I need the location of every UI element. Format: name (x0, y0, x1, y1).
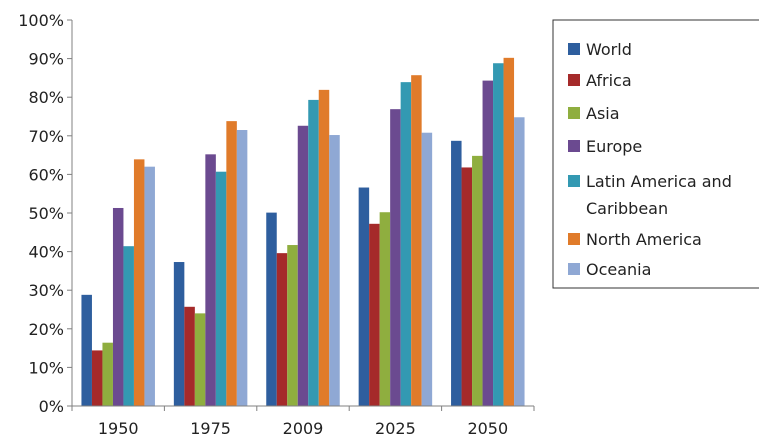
bar-oceania-1950 (144, 166, 155, 406)
legend-label: Caribbean (586, 199, 668, 218)
bar-world-1950 (81, 294, 92, 406)
bar-africa-2009 (276, 253, 288, 406)
bar-asia-2025 (379, 212, 391, 406)
y-tick-label: 50% (28, 204, 64, 223)
y-tick-label: 100% (18, 11, 64, 30)
bar-europe-2050 (482, 80, 494, 407)
bar-europe-2025 (390, 109, 401, 406)
x-tick-label: 2050 (467, 419, 508, 438)
bar-oceania-1975 (236, 130, 248, 406)
x-tick-label: 1950 (98, 419, 139, 438)
bar-latin-america-and-caribbean-2025 (400, 82, 412, 406)
y-tick-label: 90% (28, 50, 64, 69)
bar-africa-1975 (184, 306, 195, 406)
legend-label: World (586, 40, 632, 59)
bar-asia-2050 (472, 155, 483, 406)
bar-north-america-1975 (226, 121, 237, 406)
bar-europe-1975 (205, 154, 216, 406)
bar-north-america-1950 (133, 159, 145, 406)
bars-group (81, 57, 525, 407)
axes-group: 0% 10% 20% 30% 40% 50% 60% 70% 80% 90% 100% 1950 197… (18, 11, 535, 438)
bar-north-america-2050 (503, 57, 515, 406)
bar-africa-2050 (461, 167, 473, 406)
legend-swatch-world (568, 43, 580, 55)
bar-oceania-2009 (329, 135, 340, 406)
bar-latin-america-and-caribbean-2009 (308, 99, 319, 406)
y-tick-label: 20% (28, 320, 64, 339)
bar-north-america-2009 (318, 89, 330, 406)
legend-swatch-north-america (568, 233, 580, 245)
legend-swatch-oceania (568, 263, 580, 275)
bar-world-2009 (266, 212, 277, 406)
legend: World Africa Asia Europe Latin America and Ca… (552, 19, 759, 289)
bar-world-2025 (358, 187, 370, 406)
legend-swatch-africa (568, 74, 580, 86)
legend-swatch-europe (568, 140, 580, 152)
y-tick-label: 10% (28, 358, 64, 377)
y-tick-label: 0% (39, 397, 64, 416)
x-tick-label: 1975 (190, 419, 231, 438)
y-tick-label: 30% (28, 281, 64, 300)
bar-europe-1950 (112, 207, 124, 406)
bar-africa-1950 (91, 350, 103, 406)
bar-world-1975 (173, 262, 185, 406)
legend-label: Oceania (586, 260, 651, 279)
y-tick-label: 40% (28, 243, 64, 262)
bar-latin-america-and-caribbean-2050 (493, 63, 504, 407)
y-tick-label: 60% (28, 165, 64, 184)
bar-world-2050 (451, 140, 462, 406)
y-tick-label: 80% (28, 88, 64, 107)
bar-asia-1950 (102, 342, 113, 406)
bar-oceania-2050 (514, 117, 525, 406)
legend-box (552, 19, 759, 289)
legend-label: Africa (586, 71, 632, 90)
legend-label: Latin America and (586, 172, 732, 191)
bar-africa-2025 (369, 223, 380, 406)
x-tick-label: 2009 (283, 419, 324, 438)
legend-label: Europe (586, 137, 642, 156)
x-tick-label: 2025 (375, 419, 416, 438)
y-tick-label: 70% (28, 127, 64, 146)
bar-latin-america-and-caribbean-1975 (215, 171, 227, 406)
bar-north-america-2025 (411, 75, 422, 406)
legend-label: Asia (586, 104, 620, 123)
bar-asia-1975 (194, 313, 206, 406)
legend-swatch-latin-america-and-caribbean (568, 175, 580, 187)
bar-europe-2009 (297, 125, 309, 406)
legend-label: North America (586, 230, 702, 249)
legend-swatch-asia (568, 107, 580, 119)
bar-latin-america-and-caribbean-1950 (123, 246, 134, 406)
bar-oceania-2025 (421, 132, 433, 406)
bar-asia-2009 (287, 245, 298, 406)
